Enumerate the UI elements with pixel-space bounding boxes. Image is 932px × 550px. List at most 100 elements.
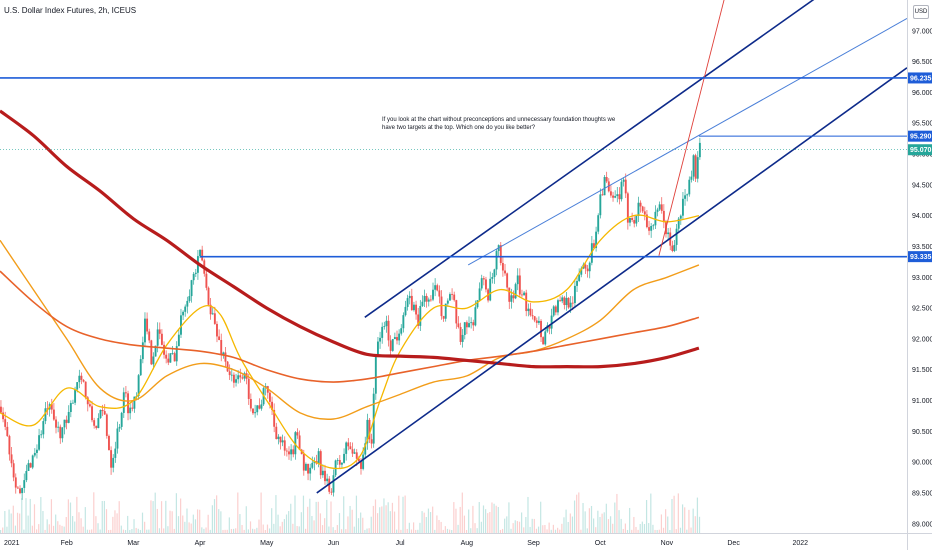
volume-bar (25, 498, 27, 533)
candle-body (192, 273, 195, 281)
volume-bar (330, 501, 332, 533)
volume-bar (684, 507, 686, 533)
candle-body (232, 374, 235, 383)
candle-body (489, 278, 492, 301)
candle-body (660, 204, 663, 211)
volume-bar (593, 518, 595, 533)
volume-bar (506, 516, 508, 533)
volume-bar (681, 504, 684, 533)
volume-bar (283, 519, 286, 533)
candle-body (8, 436, 11, 455)
volume-bar (662, 527, 665, 533)
candle-body (444, 303, 447, 319)
volume-bar (222, 529, 224, 533)
candle-body (557, 300, 559, 313)
candle-body (324, 470, 326, 482)
candle-body (328, 478, 331, 492)
volume-bar (495, 505, 497, 533)
volume-bar (385, 505, 387, 533)
volume-bar (144, 521, 146, 533)
candle-body (404, 306, 407, 316)
candle-body (277, 436, 280, 440)
volume-bar (485, 509, 487, 533)
volume-bar (410, 529, 413, 533)
candle-body (249, 398, 252, 409)
volume-bar (463, 515, 466, 533)
volume-bar (180, 498, 182, 533)
candle-body (510, 295, 513, 302)
candle-body (57, 426, 60, 428)
candle-body (256, 405, 259, 413)
candle-body (154, 345, 157, 357)
volume-bar (548, 522, 550, 533)
volume-bar (93, 492, 95, 533)
candle-body (0, 406, 2, 413)
candle-body (33, 452, 36, 456)
volume-bar (343, 496, 345, 533)
volume-bar (427, 508, 430, 533)
candle-body (400, 328, 403, 334)
volume-bar (641, 521, 643, 533)
volume-bar (402, 496, 404, 533)
volume-bar (612, 523, 614, 533)
volume-bar (137, 528, 139, 533)
candle-body (472, 322, 475, 326)
volume-bar (497, 507, 499, 533)
candle-body (95, 425, 98, 429)
candle-body (25, 470, 28, 481)
y-tick-label: 92.500 (912, 306, 932, 313)
volume-bar (501, 528, 504, 533)
candle-body (349, 446, 352, 450)
volume-bar (364, 529, 366, 533)
volume-bar (595, 527, 597, 533)
candle-body (637, 202, 640, 216)
volume-bar (618, 510, 620, 533)
volume-bar (571, 516, 574, 533)
candle-body (194, 272, 197, 274)
volume-bar (78, 512, 80, 533)
candle-body (425, 295, 428, 302)
volume-bar (512, 523, 514, 533)
volume-bar (516, 521, 518, 533)
candle-body (330, 491, 333, 493)
volume-bar (298, 526, 300, 533)
candle-body (239, 375, 242, 378)
candle-body (122, 392, 125, 413)
candle-body (599, 194, 602, 216)
volume-bar (690, 527, 692, 533)
candle-body (93, 420, 96, 426)
volume-bar (103, 500, 105, 533)
plot-area[interactable] (0, 0, 907, 533)
volume-bar (19, 513, 21, 533)
volume-bar (169, 510, 171, 533)
candle-body (419, 305, 422, 326)
candle-body (169, 353, 172, 363)
volume-bar (607, 519, 610, 533)
currency-button[interactable]: USD (913, 5, 929, 19)
y-tick-label: 90.000 (912, 460, 932, 467)
volume-bar (116, 513, 118, 533)
volume-bar (698, 516, 701, 533)
candle-body (61, 427, 64, 439)
candle-body (453, 294, 456, 301)
volume-bar (4, 511, 6, 533)
volume-bar (569, 513, 571, 533)
volume-bar (387, 502, 389, 533)
volume-bar (472, 505, 474, 533)
volume-bar (150, 500, 152, 533)
candle-body (457, 323, 460, 328)
volume-bar (65, 517, 67, 533)
candle-body (639, 202, 642, 207)
volume-bar (546, 529, 548, 533)
candle-body (38, 435, 41, 450)
candle-body (118, 426, 121, 429)
candle-body (595, 231, 598, 249)
candle-body (292, 449, 295, 455)
volume-bar (432, 506, 434, 533)
volume-bar (194, 519, 197, 533)
volume-bar (436, 515, 438, 533)
candle-body (152, 356, 155, 365)
volume-bar (146, 529, 148, 533)
